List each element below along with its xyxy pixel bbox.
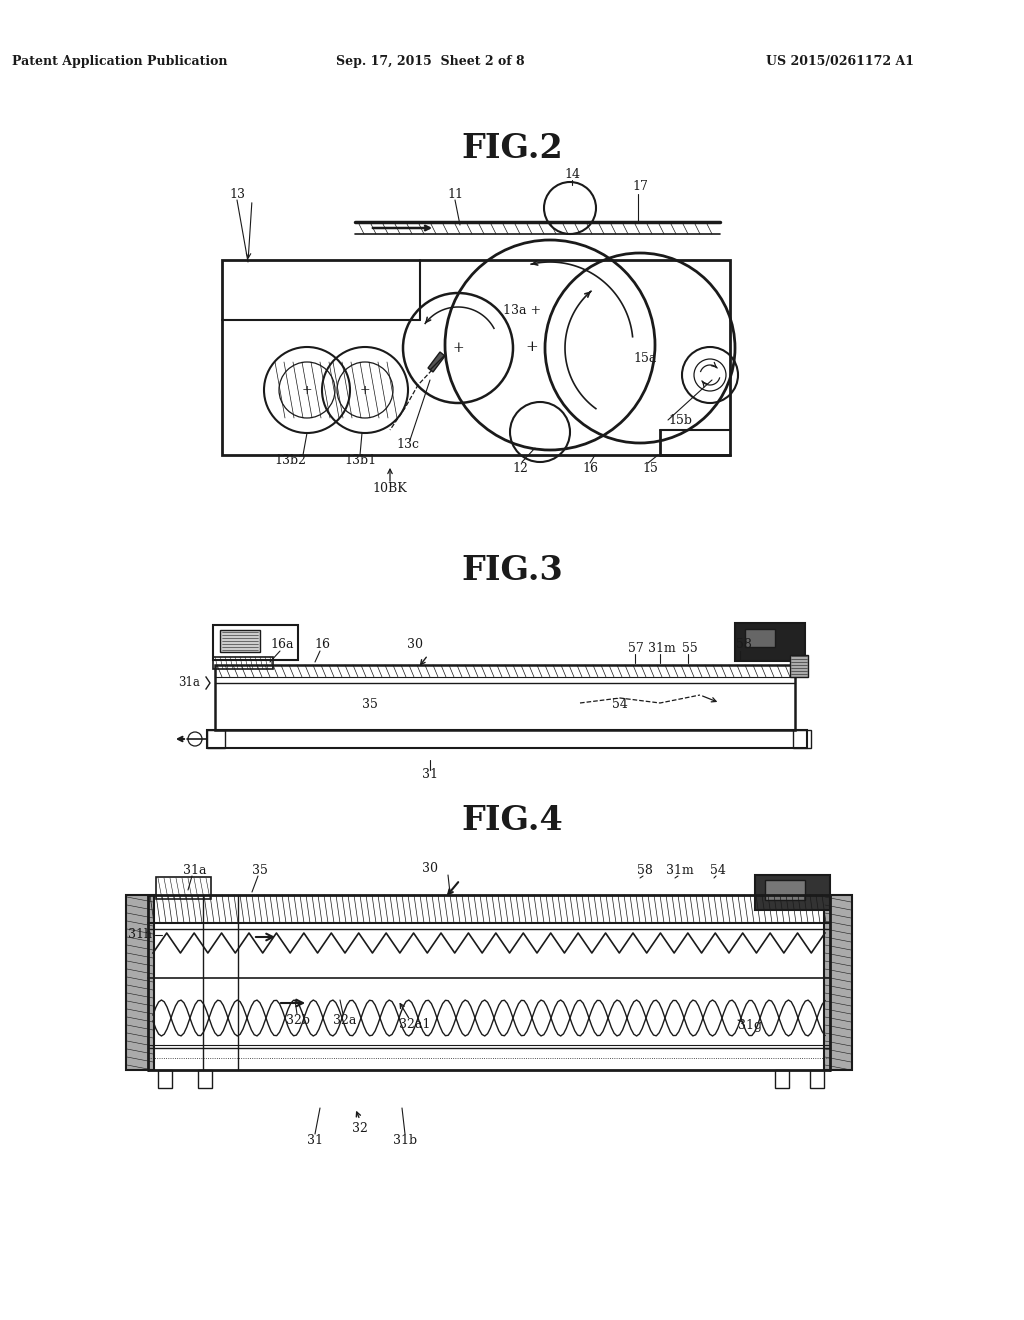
Text: 35: 35: [252, 863, 268, 876]
Text: 31a: 31a: [183, 863, 207, 876]
Text: 31m: 31m: [648, 642, 676, 655]
Text: 15a: 15a: [633, 351, 656, 364]
Text: 10BK: 10BK: [373, 482, 408, 495]
Bar: [793, 730, 811, 748]
Text: 58: 58: [637, 863, 653, 876]
Text: +: +: [453, 341, 464, 355]
Text: 31a: 31a: [178, 676, 200, 689]
Text: 32: 32: [352, 1122, 368, 1134]
Text: +: +: [525, 341, 539, 354]
Bar: [755, 875, 830, 909]
Bar: [790, 655, 808, 677]
Bar: [765, 880, 805, 900]
Text: 31m: 31m: [667, 863, 694, 876]
Bar: [824, 895, 852, 1071]
Text: 31b: 31b: [393, 1134, 417, 1147]
Bar: [158, 1071, 172, 1088]
Bar: [735, 623, 805, 661]
Bar: [215, 665, 795, 677]
Text: 32a: 32a: [334, 1014, 356, 1027]
Text: 11: 11: [447, 189, 463, 202]
Polygon shape: [428, 352, 445, 372]
Text: 12: 12: [512, 462, 528, 474]
Text: 32a1: 32a1: [399, 1019, 431, 1031]
Text: Patent Application Publication: Patent Application Publication: [12, 55, 227, 69]
Text: 31: 31: [307, 1134, 323, 1147]
Bar: [745, 630, 775, 647]
Text: FIG.2: FIG.2: [461, 132, 563, 165]
Bar: [198, 1071, 212, 1088]
Text: 54: 54: [612, 698, 628, 711]
Bar: [207, 730, 225, 748]
Text: 31g: 31g: [738, 1019, 762, 1031]
Text: 57: 57: [628, 642, 644, 655]
Bar: [775, 1071, 790, 1088]
Text: 30: 30: [422, 862, 438, 874]
Text: FIG.4: FIG.4: [461, 804, 563, 837]
Bar: [213, 624, 298, 660]
Text: 35: 35: [362, 698, 378, 711]
Text: 31: 31: [422, 768, 438, 781]
Text: 15b: 15b: [668, 413, 692, 426]
Bar: [220, 630, 260, 652]
Text: 15: 15: [642, 462, 658, 474]
Text: +: +: [302, 384, 312, 396]
Text: 30: 30: [407, 639, 423, 652]
Bar: [810, 1071, 824, 1088]
Text: 13b2: 13b2: [274, 454, 306, 466]
Bar: [126, 895, 154, 1071]
Text: 55: 55: [682, 642, 698, 655]
Text: 32b: 32b: [286, 1014, 310, 1027]
Text: Sep. 17, 2015  Sheet 2 of 8: Sep. 17, 2015 Sheet 2 of 8: [336, 55, 524, 69]
Text: 54: 54: [710, 863, 726, 876]
Text: 16: 16: [582, 462, 598, 474]
Text: +: +: [359, 384, 371, 396]
Text: FIG.3: FIG.3: [461, 553, 563, 586]
Text: 16: 16: [314, 639, 330, 652]
Bar: [222, 260, 730, 455]
Bar: [213, 657, 273, 669]
Bar: [207, 730, 807, 748]
Text: 13c: 13c: [396, 438, 420, 451]
Text: 13a +: 13a +: [503, 304, 541, 317]
Bar: [156, 876, 211, 899]
Text: 17: 17: [632, 181, 648, 194]
Text: 31h: 31h: [128, 928, 152, 941]
Text: 13b1: 13b1: [344, 454, 376, 466]
Text: US 2015/0261172 A1: US 2015/0261172 A1: [766, 55, 914, 69]
Text: 16a: 16a: [270, 639, 294, 652]
Text: 58: 58: [736, 639, 752, 652]
Bar: [215, 665, 795, 730]
Text: 13: 13: [229, 189, 245, 202]
Text: 14: 14: [564, 168, 580, 181]
